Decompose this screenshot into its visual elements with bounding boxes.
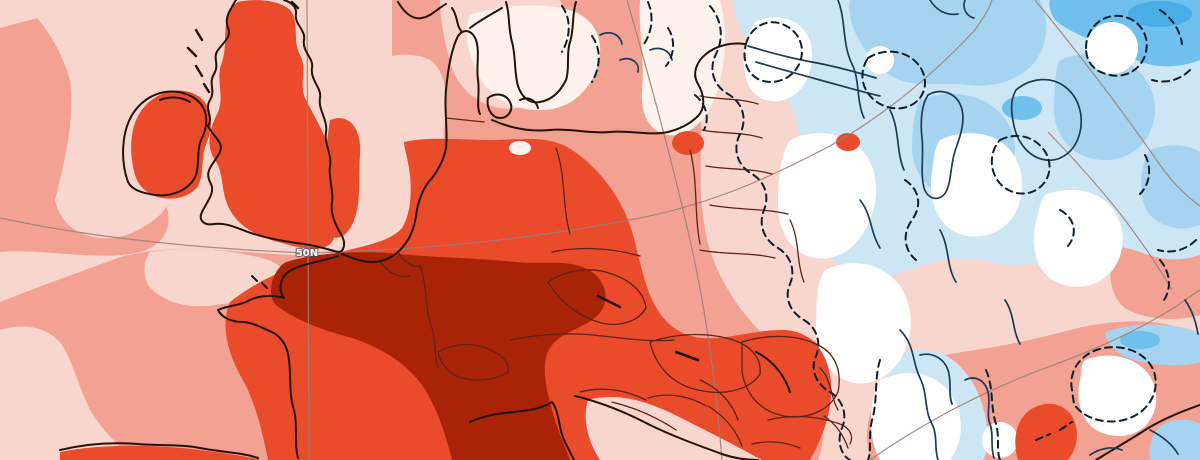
latitude-50n-line bbox=[0, 0, 993, 254]
meridian-line bbox=[626, 0, 723, 460]
lake-onega-outline bbox=[920, 90, 964, 200]
white-blob bbox=[815, 263, 911, 384]
white-sea-coast bbox=[929, 0, 975, 19]
orange-blob-bottom-right bbox=[1015, 403, 1077, 460]
ireland-coast bbox=[122, 90, 208, 197]
france-coast bbox=[217, 255, 339, 459]
contour-loop bbox=[861, 50, 926, 110]
white-blob bbox=[871, 373, 961, 460]
hebrides-coast bbox=[186, 0, 300, 94]
lowcountries-denmark-coast bbox=[341, 30, 481, 263]
lake-ladoga-outline bbox=[1010, 78, 1083, 161]
coastlines bbox=[59, 0, 1200, 460]
gulf-of-finland-coast bbox=[747, 45, 881, 97]
coast-bits-right bbox=[1089, 299, 1199, 456]
border-line bbox=[819, 367, 849, 449]
border-line bbox=[699, 95, 805, 283]
light-blue-blob bbox=[849, 0, 1047, 86]
white-spot bbox=[1086, 22, 1138, 74]
great-britain-fill bbox=[209, 0, 338, 249]
contour-loop bbox=[990, 134, 1051, 195]
border-line bbox=[751, 415, 853, 449]
russia-border-line bbox=[837, 0, 865, 119]
border-line bbox=[741, 335, 840, 418]
blue-corner-bottom bbox=[1149, 419, 1200, 460]
country-borders bbox=[379, 95, 853, 449]
contour-dash bbox=[904, 179, 1075, 261]
white-spot bbox=[866, 46, 894, 74]
zero-line-main bbox=[709, 5, 851, 460]
white-blob bbox=[1078, 355, 1157, 436]
white-blob bbox=[930, 133, 1023, 237]
latitude-label-50n: 50N bbox=[296, 248, 318, 259]
white-overlays bbox=[466, 0, 1157, 460]
carpathian-ridge-mark bbox=[755, 351, 791, 393]
white-blob bbox=[743, 17, 813, 102]
fill-blob bbox=[1110, 239, 1200, 320]
fill-blob bbox=[0, 326, 130, 460]
border-line bbox=[579, 379, 743, 447]
border-line bbox=[437, 343, 509, 381]
deep-blue-spot bbox=[1128, 1, 1192, 27]
white-blob bbox=[1033, 189, 1123, 287]
baltic-south-coast bbox=[491, 42, 746, 135]
ireland-fill bbox=[131, 90, 211, 199]
contour-ring-bottom-right bbox=[1070, 346, 1157, 423]
river-lines bbox=[859, 109, 1021, 345]
mid-blue-spot bbox=[1002, 96, 1042, 120]
white-spot bbox=[982, 422, 1018, 458]
small-white-dot bbox=[509, 141, 531, 155]
italy-adriatic-coast bbox=[469, 395, 759, 460]
scandinavia-coast bbox=[397, 1, 577, 104]
danish-islands-coast bbox=[486, 93, 539, 119]
spain-north-coast bbox=[59, 442, 259, 459]
contour-dash bbox=[643, 1, 708, 131]
border-line bbox=[551, 147, 701, 257]
border-line bbox=[419, 265, 439, 369]
mid-blue-spot bbox=[1120, 331, 1160, 349]
meridian-line bbox=[1047, 131, 1173, 291]
spain-strip bbox=[60, 445, 260, 460]
northeast-water-lines bbox=[599, 0, 1199, 460]
contour-dash bbox=[1035, 259, 1170, 441]
blacksea-corner-coast bbox=[1095, 404, 1200, 460]
alpine-ridge-mark bbox=[596, 294, 700, 362]
meridian-line bbox=[1034, 0, 1200, 207]
border-line bbox=[649, 333, 761, 393]
white-blob bbox=[778, 133, 877, 259]
contour-ring bbox=[1084, 14, 1148, 77]
blacksea-nw-coast bbox=[899, 329, 995, 460]
light-blue-blob bbox=[1141, 145, 1200, 229]
great-britain-coast bbox=[199, 0, 346, 253]
contour-dash bbox=[867, 359, 1001, 460]
border-line bbox=[547, 269, 647, 325]
orange-spot bbox=[836, 133, 860, 151]
dashed-contours bbox=[561, 1, 1197, 460]
border-line bbox=[445, 117, 485, 123]
contour-dash bbox=[561, 5, 600, 83]
orange-spot bbox=[672, 131, 704, 155]
meridian-line bbox=[306, 0, 310, 460]
warm-white-blob bbox=[466, 5, 601, 111]
